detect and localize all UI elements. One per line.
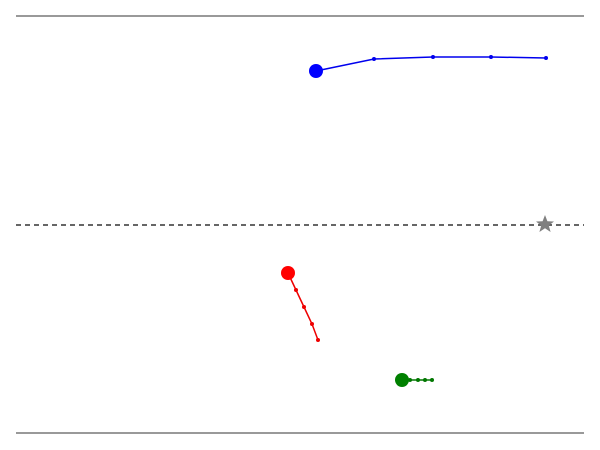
green-waypoint [416,378,420,382]
green-waypoint [423,378,427,382]
goal-star [536,215,554,232]
blue-waypoint [489,55,493,59]
red-body [281,266,295,280]
green-waypoint [408,378,412,382]
green-body [395,373,409,387]
green-agent [395,373,434,387]
blue-agent [309,55,548,78]
red-waypoint [302,305,306,309]
red-agent [281,266,320,342]
blue-waypoint [431,55,435,59]
blue-trajectory [315,56,547,72]
red-waypoint [316,338,320,342]
green-waypoint [430,378,434,382]
blue-waypoint [544,56,548,60]
red-waypoint [310,322,314,326]
blue-waypoint [372,57,376,61]
blue-body [309,64,323,78]
red-waypoint [294,288,298,292]
